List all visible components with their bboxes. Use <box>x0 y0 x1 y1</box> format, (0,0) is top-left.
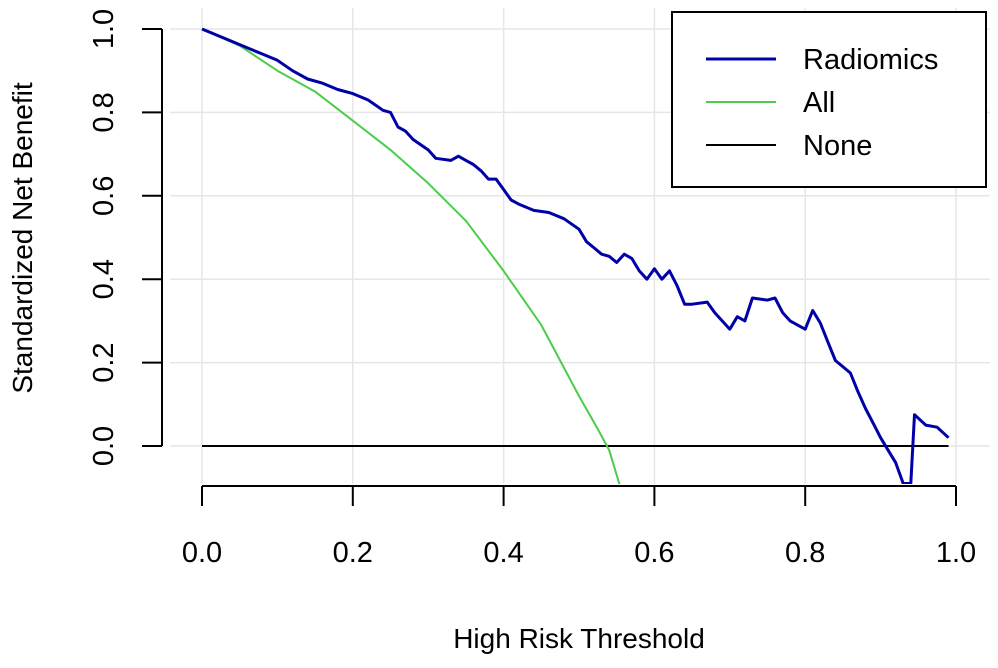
x-tick-label: 1.0 <box>936 537 976 569</box>
legend: Radiomics All None <box>671 11 987 188</box>
legend-box <box>671 11 987 188</box>
x-axis: 0.0 0.2 0.4 0.6 0.8 1.0 <box>182 485 976 569</box>
legend-label-radiomics: Radiomics <box>803 44 938 76</box>
y-ticks: 0.0 0.2 0.4 0.6 0.8 1.0 <box>88 9 162 466</box>
x-tick-label: 0.6 <box>634 537 674 569</box>
series-line-radiomics <box>201 27 950 484</box>
legend-label-all: All <box>803 87 835 119</box>
series-line-all <box>201 28 621 484</box>
y-tick-label: 0.4 <box>88 259 120 299</box>
y-tick-label: 1.0 <box>88 9 120 49</box>
x-tick-label: 0.4 <box>483 537 523 569</box>
y-axis-title: Standardized Net Benefit <box>7 82 38 394</box>
x-tick-label: 0.2 <box>333 537 373 569</box>
y-tick-label: 0.0 <box>88 426 120 466</box>
y-tick-label: 0.8 <box>88 92 120 132</box>
x-tick-label: 0.0 <box>182 537 222 569</box>
series-layer <box>201 27 950 484</box>
y-tick-label: 0.6 <box>88 176 120 216</box>
legend-items: Radiomics All None <box>706 44 938 162</box>
x-tick-label: 0.8 <box>785 537 825 569</box>
legend-label-none: None <box>803 130 872 162</box>
x-axis-title: High Risk Threshold <box>453 623 705 654</box>
x-ticks: 0.0 0.2 0.4 0.6 0.8 1.0 <box>182 486 976 569</box>
y-axis: 0.0 0.2 0.4 0.6 0.8 1.0 <box>88 9 163 466</box>
y-tick-label: 0.2 <box>88 342 120 382</box>
